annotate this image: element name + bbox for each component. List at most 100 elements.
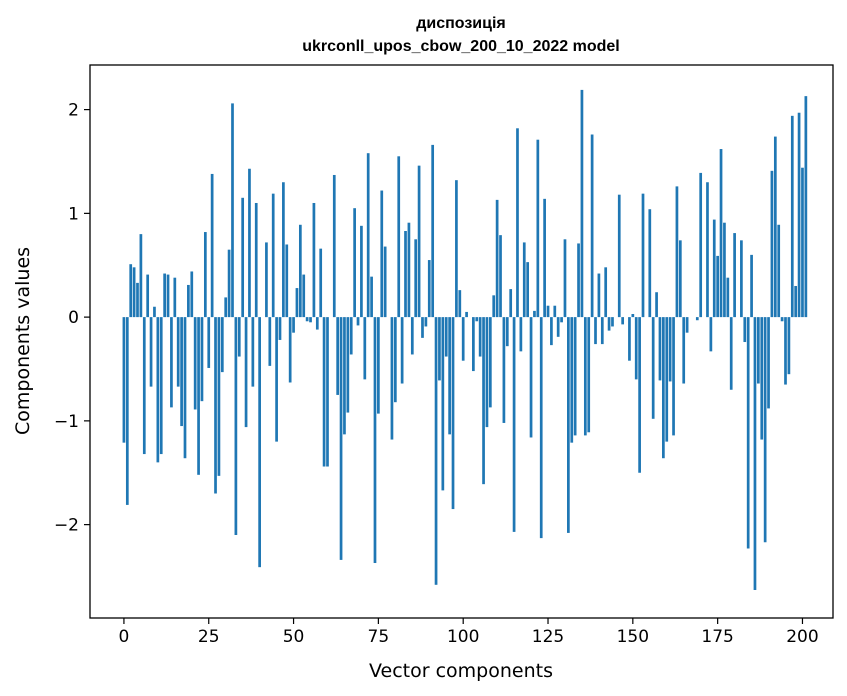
bar-94 [441, 317, 445, 491]
bar-114 [509, 289, 513, 318]
bar-58 [319, 248, 323, 318]
bar-22 [197, 317, 200, 475]
bar-194 [780, 317, 784, 322]
bar-88 [421, 317, 424, 338]
bar-65 [343, 317, 346, 435]
bar-99 [458, 290, 462, 318]
x-tick-label: 150 [617, 627, 649, 647]
bar-183 [743, 317, 747, 343]
x-tick-label: 25 [198, 627, 220, 647]
bar-172 [706, 182, 709, 318]
bar-91 [431, 144, 435, 318]
chart-title-line2: ukrconll_upos_cbow_200_10_2022 model [302, 38, 619, 55]
bar-137 [587, 317, 591, 433]
bar-67 [349, 317, 353, 355]
bar-9 [153, 306, 156, 318]
bar-104 [475, 317, 479, 322]
bar-173 [709, 317, 713, 352]
bar-29 [220, 317, 224, 373]
bar-56 [312, 202, 316, 318]
x-tick-label: 50 [283, 627, 305, 647]
bar-66 [346, 317, 350, 413]
bar-193 [777, 224, 781, 318]
bar-151 [634, 317, 638, 380]
bar-26 [210, 173, 214, 318]
bar-69 [356, 317, 360, 326]
bar-50 [292, 317, 295, 333]
bar-163 [675, 186, 679, 318]
bar-100 [461, 317, 465, 361]
bar-53 [302, 274, 306, 318]
bar-161 [668, 317, 672, 382]
bar-57 [315, 317, 319, 330]
bar-82 [400, 317, 404, 384]
bar-133 [573, 317, 577, 436]
plot-frame [89, 64, 834, 619]
bar-166 [685, 317, 689, 333]
bar-20 [190, 271, 194, 318]
bar-160 [665, 317, 669, 442]
bar-116 [516, 128, 519, 318]
bar-14 [170, 317, 173, 408]
bar-176 [719, 149, 723, 318]
bar-73 [370, 276, 373, 318]
x-tick-label: 0 [119, 627, 130, 647]
bar-13 [166, 274, 170, 318]
bar-153 [641, 193, 645, 318]
bar-175 [716, 255, 719, 318]
bar-128 [556, 317, 560, 337]
bar-43 [268, 317, 272, 366]
bar-83 [404, 231, 407, 318]
bar-108 [488, 317, 492, 408]
bar-169 [695, 317, 699, 321]
bar-189 [763, 317, 767, 543]
bar-70 [360, 225, 363, 318]
bar-112 [502, 317, 506, 423]
bar-195 [784, 317, 787, 385]
bar-92 [434, 317, 438, 585]
bar-119 [526, 262, 530, 318]
bar-135 [580, 89, 584, 318]
bar-146 [617, 194, 621, 318]
bar-84 [407, 222, 411, 318]
bar-77 [383, 246, 387, 318]
bar-46 [278, 317, 282, 340]
bar-10 [156, 317, 160, 463]
bar-54 [305, 317, 309, 322]
bar-16 [176, 317, 180, 387]
bar-110 [495, 199, 499, 318]
bar-117 [519, 317, 523, 352]
bar-2 [129, 264, 133, 318]
y-tick-label: 0 [68, 308, 79, 328]
x-tick-label: 100 [447, 627, 479, 647]
bar-32 [231, 103, 234, 318]
bar-144 [611, 317, 614, 327]
bar-197 [790, 115, 794, 318]
bar-159 [662, 317, 665, 459]
bar-11 [159, 317, 163, 455]
bar-101 [465, 311, 468, 318]
bar-113 [505, 317, 509, 347]
bar-7 [146, 274, 150, 318]
bar-15 [173, 277, 177, 318]
x-tick-label: 75 [368, 627, 390, 647]
bar-36 [244, 317, 248, 428]
bar-164 [678, 240, 682, 318]
bar-90 [427, 260, 431, 318]
bar-192 [773, 136, 777, 318]
bar-23 [200, 317, 204, 402]
bar-74 [373, 317, 377, 564]
bar-125 [546, 305, 550, 318]
bar-131 [567, 317, 570, 533]
bar-136 [583, 317, 587, 436]
x-tick-label: 175 [701, 627, 733, 647]
y-tick-label: 2 [68, 101, 79, 121]
bar-150 [631, 314, 635, 318]
bar-68 [353, 208, 356, 318]
bar-155 [648, 209, 652, 318]
bar-111 [499, 235, 502, 318]
bar-37 [248, 168, 251, 318]
bar-120 [529, 317, 533, 438]
y-tick-label: −1 [54, 412, 79, 432]
bars-group [122, 89, 808, 590]
